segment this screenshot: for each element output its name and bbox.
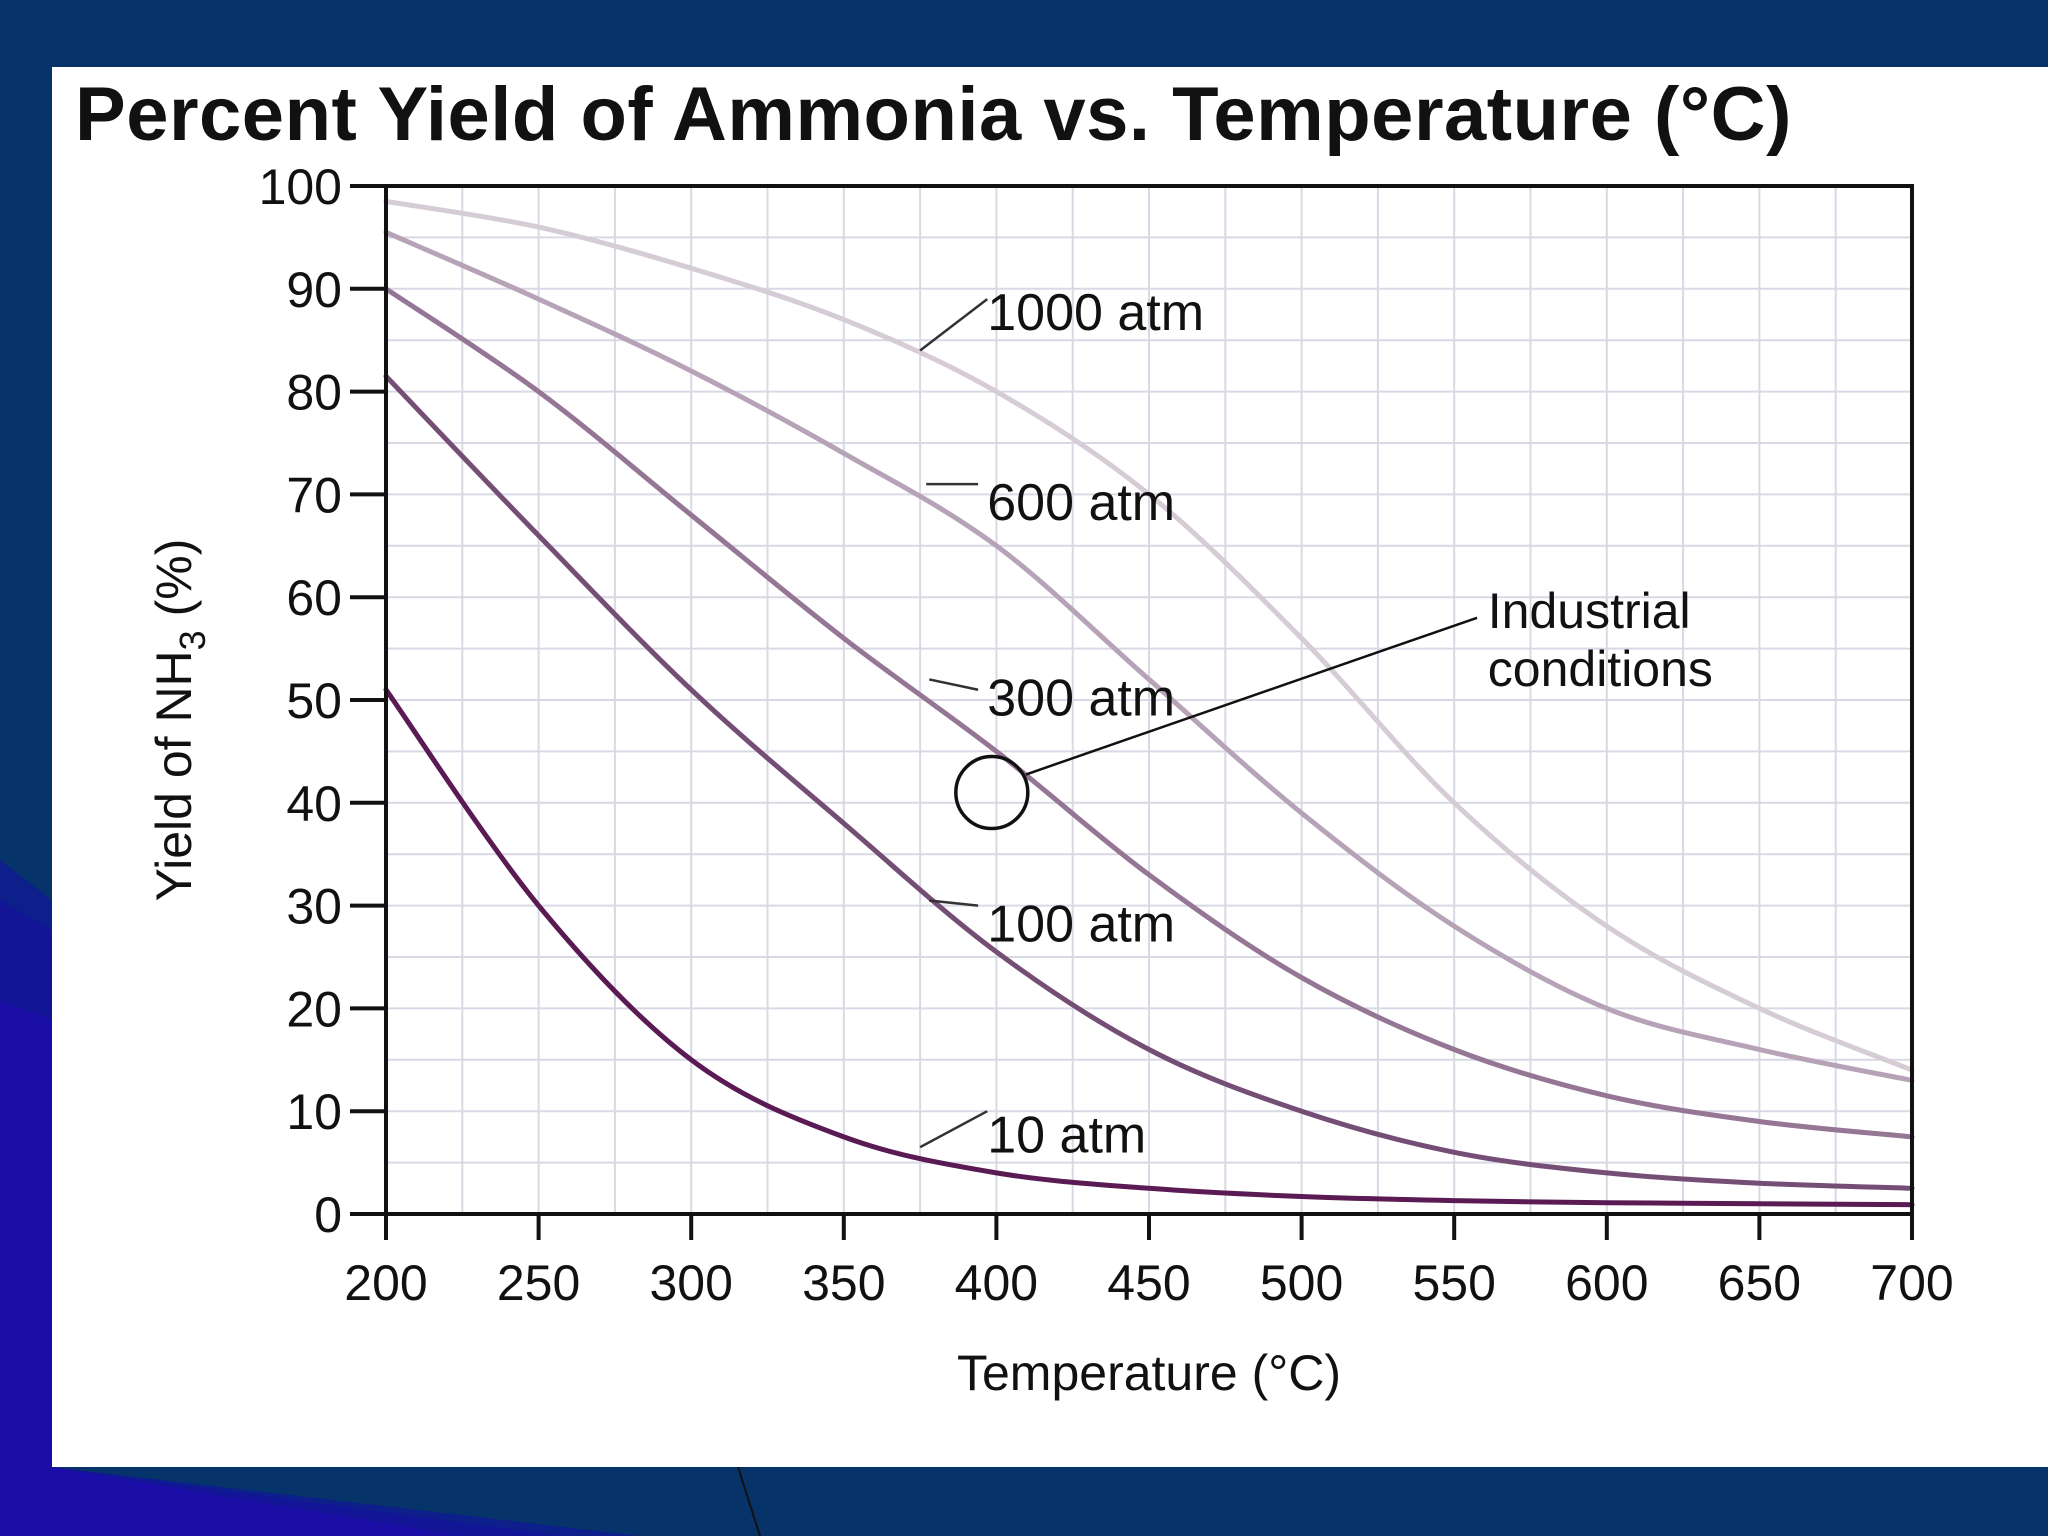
y-tick-label: 100 [259, 159, 342, 215]
x-tick-label: 450 [1107, 1255, 1190, 1311]
industrial-conditions-marker [954, 754, 1030, 831]
x-tick-label: 200 [344, 1255, 427, 1311]
series-300-atm [383, 286, 1915, 1140]
y-tick-label: 60 [286, 570, 342, 626]
series-10-atm [383, 687, 1915, 1208]
chart-panel: Percent Yield of Ammonia vs. Temperature… [52, 67, 2048, 1467]
series-label-leader [919, 1110, 988, 1149]
chart-title: Percent Yield of Ammonia vs. Temperature… [75, 72, 1792, 157]
series-label-leader [928, 678, 979, 691]
series-label-leader [919, 298, 989, 352]
industrial-conditions-label: conditions [1488, 641, 1713, 697]
y-axis-label: Yield of NH3 (%) [146, 539, 213, 902]
y-tick-label: 90 [286, 262, 342, 318]
x-tick-label: 400 [955, 1255, 1038, 1311]
y-axis-label-part: (%) [146, 539, 202, 631]
x-tick-label: 300 [649, 1255, 732, 1311]
x-tick-label: 700 [1870, 1255, 1953, 1311]
y-tick-label: 30 [286, 879, 342, 935]
series-1000-atm [383, 198, 1915, 1073]
x-tick-label: 550 [1412, 1255, 1495, 1311]
x-tick-label: 250 [497, 1255, 580, 1311]
series-600-atm [383, 229, 1915, 1083]
x-axis-label: Temperature (°C) [957, 1345, 1341, 1401]
x-tick-label: 600 [1565, 1255, 1648, 1311]
series-100-atm [383, 373, 1915, 1191]
label-1000-atm: 1000 atm [987, 284, 1204, 342]
y-tick-label: 50 [286, 673, 342, 729]
y-tick-label: 20 [286, 981, 342, 1037]
industrial-conditions-label: Industrial [1488, 583, 1691, 639]
y-axis-label-part: Yield of NH [146, 650, 202, 901]
series-label-leader [929, 899, 979, 907]
y-tick-label: 40 [286, 776, 342, 832]
industrial-conditions-leader [1025, 616, 1478, 776]
label-600-atm: 600 atm [987, 474, 1175, 532]
y-tick-label: 80 [286, 365, 342, 421]
label-10-atm: 10 atm [987, 1106, 1146, 1164]
y-axis-label-subscript: 3 [172, 630, 213, 650]
label-100-atm: 100 atm [987, 896, 1175, 954]
y-tick-label: 70 [286, 467, 342, 523]
chart-plot: 200 250 300 350 400 450 500 550 600 650 7000102030… [146, 159, 1954, 1401]
x-tick-label: 500 [1260, 1255, 1343, 1311]
x-tick-label: 350 [802, 1255, 885, 1311]
y-tick-label: 0 [314, 1187, 342, 1243]
x-tick-label: 650 [1718, 1255, 1801, 1311]
label-300-atm: 300 atm [987, 669, 1175, 727]
y-tick-label: 10 [286, 1084, 342, 1140]
